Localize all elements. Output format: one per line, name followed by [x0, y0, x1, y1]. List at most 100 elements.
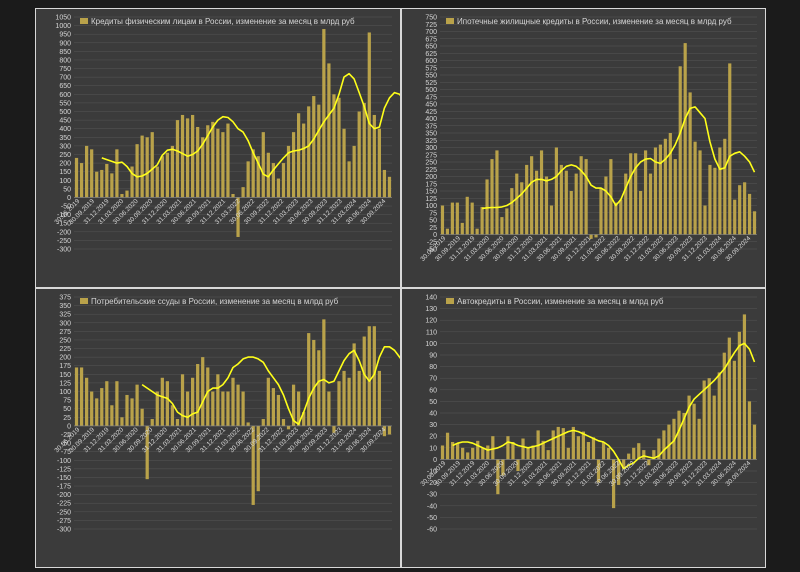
bar [526, 447, 530, 460]
bar [276, 394, 281, 426]
legend-label: Автокредиты в России, изменение за месяц… [457, 297, 664, 306]
bar [377, 128, 381, 198]
bar [216, 128, 220, 198]
y-tick-label: -300 [57, 527, 71, 534]
y-tick-label: 110 [426, 329, 437, 336]
y-tick-label: 200 [59, 161, 71, 168]
y-tick-label: 0 [67, 195, 71, 202]
y-tick-label: 700 [59, 75, 71, 82]
bar [698, 150, 702, 235]
bar [201, 137, 205, 198]
bar [485, 179, 489, 235]
bar [211, 391, 215, 426]
bar [480, 206, 484, 235]
y-tick-label: 700 [425, 29, 437, 36]
bar [520, 182, 524, 235]
bar [170, 145, 175, 198]
bar [668, 133, 672, 235]
y-tick-label: 100 [425, 341, 437, 348]
y-tick-label: 425 [425, 109, 437, 116]
bar [276, 178, 281, 198]
bar [551, 430, 555, 460]
y-tick-label: 150 [59, 372, 71, 379]
bar [742, 314, 747, 460]
bar [611, 459, 616, 509]
bar [682, 413, 686, 460]
bar [556, 426, 560, 460]
y-tick-label: 60 [429, 387, 437, 394]
y-tick-label: -20 [427, 480, 437, 487]
bar [382, 169, 387, 198]
y-tick-label: 200 [425, 174, 437, 181]
bar [180, 114, 185, 198]
bar [115, 381, 119, 426]
bar [450, 202, 454, 235]
bar [281, 419, 286, 426]
bar [732, 360, 736, 460]
bar [317, 104, 321, 198]
bar [506, 436, 510, 460]
y-tick-label: 150 [425, 189, 437, 196]
bar [246, 161, 250, 198]
bar [440, 445, 445, 460]
bar [639, 191, 643, 235]
bar [357, 111, 361, 198]
bar [185, 118, 190, 198]
y-tick-label: -275 [57, 518, 71, 525]
y-tick-label: 900 [59, 40, 71, 47]
y-tick-label: 650 [425, 44, 437, 51]
bar [579, 156, 583, 235]
bar [663, 138, 667, 235]
bar [256, 156, 260, 198]
bar [697, 418, 701, 460]
bar [546, 450, 550, 460]
y-tick-label: -100 [57, 458, 71, 465]
bar [332, 94, 336, 198]
bar [352, 343, 356, 426]
bar [120, 194, 124, 198]
bar [496, 459, 500, 495]
bar [743, 182, 747, 235]
bar [678, 66, 682, 235]
chart-panel-consumer-loans-total: -300 -250 -200 -150 -100 -50 0 50 100 150 200 250 30… [35, 8, 416, 288]
bar [246, 422, 250, 426]
bar [79, 367, 84, 426]
bar [470, 202, 474, 235]
y-tick-label: -75 [61, 449, 71, 456]
bar [648, 173, 653, 235]
y-tick-label: -100 [57, 212, 71, 219]
y-tick-label: 125 [59, 380, 71, 387]
bar [211, 121, 215, 198]
bar [160, 377, 164, 426]
bar [100, 169, 104, 198]
y-tick-label: -30 [427, 492, 437, 499]
bar [561, 428, 565, 460]
bar [241, 391, 245, 426]
bar [627, 453, 631, 460]
bar [544, 176, 549, 235]
y-tick-label: 20 [429, 434, 437, 441]
bar [165, 381, 169, 426]
bar [307, 333, 311, 426]
bar [516, 459, 520, 471]
bar [271, 163, 275, 198]
chart-panel-auto-loans: -60 -50 -40 -30 -20 -10 0 10 20 30 40 50 60 70 80 90 100… [401, 288, 766, 568]
bar [150, 419, 154, 426]
bar [515, 173, 519, 235]
bar [286, 425, 291, 430]
bar [617, 459, 621, 485]
y-tick-label: 0 [433, 232, 437, 239]
bar [461, 447, 465, 460]
bar [281, 163, 286, 198]
bar [297, 113, 301, 198]
bar [85, 145, 89, 198]
y-tick-label: -150 [57, 475, 71, 482]
bar [125, 394, 129, 426]
bar [490, 159, 494, 235]
chart-mortgage: -50-250255075100125150175200225250275300… [419, 15, 757, 263]
bar [601, 442, 606, 460]
y-tick-label: 125 [425, 196, 437, 203]
bar [727, 337, 731, 460]
bar [629, 153, 633, 235]
legend-label: Потребительские ссуды в России, изменени… [91, 297, 339, 306]
